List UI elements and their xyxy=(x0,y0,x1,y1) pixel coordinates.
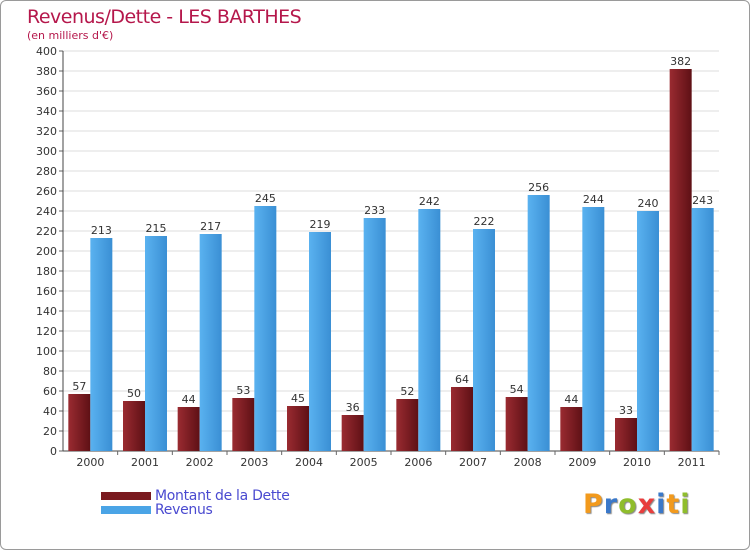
y-tick-label: 40 xyxy=(43,405,57,418)
data-label-revenus: 240 xyxy=(638,197,659,210)
y-tick-label: 20 xyxy=(43,425,57,438)
y-tick-label: 300 xyxy=(36,145,57,158)
logo-letter: r xyxy=(603,489,619,520)
y-tick-label: 80 xyxy=(43,365,57,378)
data-label-revenus: 233 xyxy=(364,204,385,217)
legend-label-revenus: Revenus xyxy=(155,502,213,518)
data-label-dette: 44 xyxy=(564,393,578,406)
y-tick-label: 140 xyxy=(36,305,57,318)
bar-revenus xyxy=(309,232,331,451)
bar-dette xyxy=(505,397,528,451)
y-tick-label: 120 xyxy=(36,325,57,338)
bar-dette xyxy=(615,418,637,451)
bar-dette xyxy=(68,394,91,451)
y-tick-label: 180 xyxy=(36,265,57,278)
bar-revenus xyxy=(199,234,222,451)
x-tick-label: 2002 xyxy=(186,456,214,469)
x-tick-label: 2003 xyxy=(240,456,268,469)
data-label-revenus: 219 xyxy=(310,218,331,231)
data-label-dette: 382 xyxy=(670,55,691,68)
bar-dette xyxy=(177,407,200,451)
bar-revenus xyxy=(691,208,714,451)
logo-letter: P xyxy=(583,489,604,520)
logo-letter: x xyxy=(637,489,657,520)
data-label-dette: 33 xyxy=(619,404,633,417)
data-label-revenus: 245 xyxy=(255,192,276,205)
y-tick-label: 220 xyxy=(36,225,57,238)
y-tick-label: 60 xyxy=(43,385,57,398)
data-label-revenus: 222 xyxy=(474,215,495,228)
logo-letter: t xyxy=(666,489,681,520)
y-tick-label: 380 xyxy=(36,65,57,78)
y-tick-label: 320 xyxy=(36,125,57,138)
legend-label-dette: Montant de la Dette xyxy=(155,488,290,504)
data-label-dette: 57 xyxy=(72,380,86,393)
bar-dette xyxy=(341,415,364,451)
x-tick-label: 2008 xyxy=(514,456,542,469)
data-label-revenus: 215 xyxy=(146,222,167,235)
legend-item-dette: Montant de la Dette xyxy=(101,488,290,504)
logo-letter: i xyxy=(656,489,667,520)
x-tick-label: 2009 xyxy=(568,456,596,469)
x-tick-label: 2011 xyxy=(678,456,706,469)
proxiti-logo: Proxiti xyxy=(583,489,691,520)
bar-dette xyxy=(669,69,692,451)
y-tick-label: 340 xyxy=(36,105,57,118)
bar-dette xyxy=(451,387,473,451)
data-label-revenus: 213 xyxy=(91,224,112,237)
bar-revenus xyxy=(145,236,167,451)
data-label-revenus: 256 xyxy=(528,181,549,194)
bar-revenus xyxy=(90,238,113,451)
y-tick-label: 160 xyxy=(36,285,57,298)
y-tick-label: 200 xyxy=(36,245,57,258)
logo-letter: i xyxy=(680,489,691,520)
x-tick-label: 2001 xyxy=(131,456,159,469)
logo-letter: o xyxy=(618,489,638,520)
y-tick-label: 100 xyxy=(36,345,57,358)
chart-title: Revenus/Dette - LES BARTHES xyxy=(27,6,302,28)
y-tick-label: 400 xyxy=(36,45,57,58)
data-label-dette: 54 xyxy=(510,383,524,396)
data-label-dette: 36 xyxy=(346,401,360,414)
x-tick-label: 2000 xyxy=(76,456,104,469)
chart-subtitle: (en milliers d'€) xyxy=(27,29,114,42)
data-label-dette: 50 xyxy=(127,387,141,400)
y-tick-label: 0 xyxy=(50,445,57,458)
bar-revenus xyxy=(254,206,277,451)
legend-swatch-dette xyxy=(101,492,151,500)
bar-dette xyxy=(123,401,145,451)
bar-dette xyxy=(560,407,583,451)
bar-revenus xyxy=(527,195,550,451)
y-tick-label: 260 xyxy=(36,185,57,198)
x-tick-label: 2006 xyxy=(404,456,432,469)
legend-swatch-revenus xyxy=(101,506,151,514)
bar-dette xyxy=(396,399,419,451)
bar-revenus xyxy=(582,207,605,451)
data-label-revenus: 244 xyxy=(583,193,604,206)
x-tick-label: 2007 xyxy=(459,456,487,469)
bar-revenus xyxy=(473,229,495,451)
data-label-revenus: 217 xyxy=(200,220,221,233)
x-tick-label: 2010 xyxy=(623,456,651,469)
bar-dette xyxy=(232,398,255,451)
y-tick-label: 360 xyxy=(36,85,57,98)
data-label-dette: 64 xyxy=(455,373,469,386)
data-label-dette: 52 xyxy=(400,385,414,398)
x-tick-label: 2005 xyxy=(350,456,378,469)
data-label-revenus: 243 xyxy=(692,194,713,207)
data-label-revenus: 242 xyxy=(419,195,440,208)
legend-item-revenus: Revenus xyxy=(101,502,213,518)
x-tick-label: 2004 xyxy=(295,456,323,469)
bar-revenus xyxy=(637,211,659,451)
bar-dette xyxy=(287,406,309,451)
bar-revenus xyxy=(418,209,441,451)
data-label-dette: 53 xyxy=(236,384,250,397)
bar-revenus xyxy=(363,218,386,451)
data-label-dette: 44 xyxy=(182,393,196,406)
data-label-dette: 45 xyxy=(291,392,305,405)
y-tick-label: 240 xyxy=(36,205,57,218)
y-tick-label: 280 xyxy=(36,165,57,178)
